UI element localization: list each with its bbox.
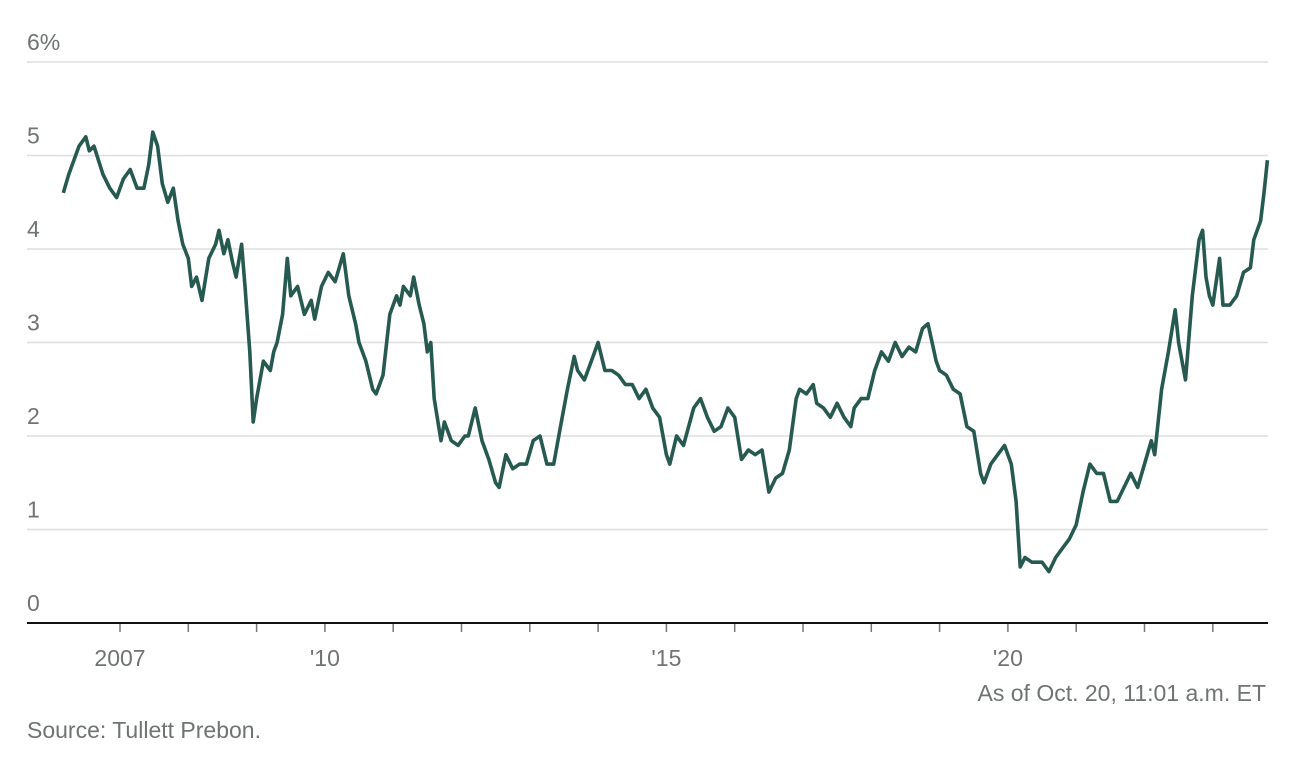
source-note: Source: Tullett Prebon. bbox=[27, 717, 261, 743]
y-tick-label: 3 bbox=[27, 310, 40, 336]
y-tick-label: 5 bbox=[27, 123, 40, 149]
as-of-note: As of Oct. 20, 11:01 a.m. ET bbox=[978, 680, 1266, 706]
series-line-yield bbox=[61, 130, 1270, 574]
y-axis-labels: 0 1 2 3 4 5 6% bbox=[27, 29, 60, 616]
x-axis-labels: 2007 '10 '15 '20 bbox=[94, 645, 1022, 671]
y-tick-label: 0 bbox=[27, 590, 40, 616]
gridlines bbox=[27, 61, 1268, 531]
y-tick-label: 1 bbox=[27, 497, 40, 523]
y-tick-label: 6% bbox=[27, 29, 60, 55]
x-axis-ticks bbox=[119, 624, 1214, 632]
x-tick-label: '10 bbox=[310, 645, 340, 671]
y-tick-label: 2 bbox=[27, 403, 40, 429]
y-tick-label: 4 bbox=[27, 216, 40, 242]
x-tick-label: '15 bbox=[651, 645, 681, 671]
x-tick-label: 2007 bbox=[94, 645, 145, 671]
x-tick-label: '20 bbox=[993, 645, 1023, 671]
